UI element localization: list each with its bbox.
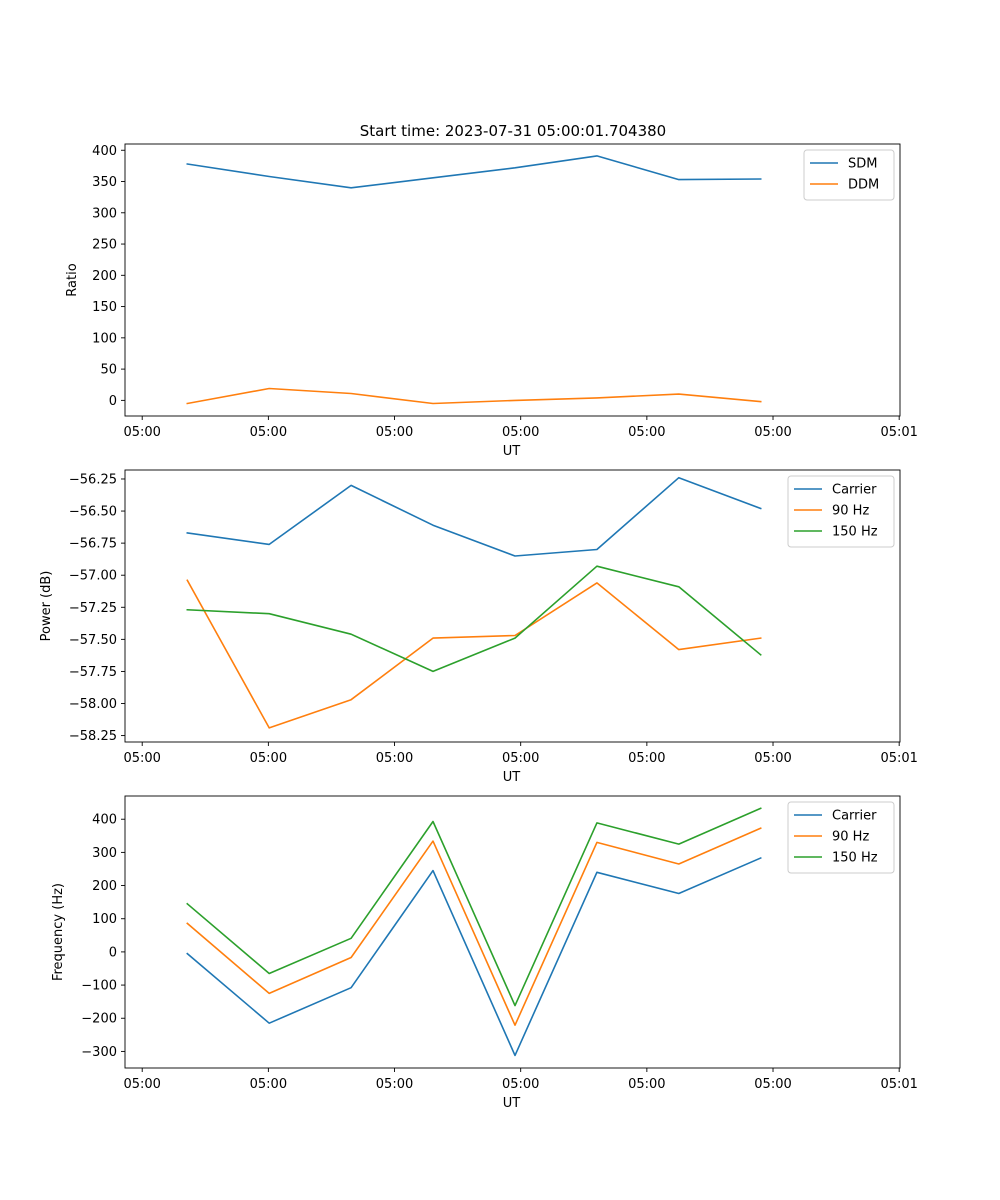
x-tick-label: 05:00 <box>754 425 791 440</box>
legend-label: Carrier <box>832 483 877 498</box>
y-tick-label: 200 <box>92 269 117 284</box>
series-line-150-hz <box>186 565 762 673</box>
legend-label: DDM <box>848 178 879 193</box>
x-tick-label: 05:00 <box>754 751 791 766</box>
y-tick-label: 100 <box>92 331 117 346</box>
x-axis-label: UT <box>503 770 521 785</box>
legend: Carrier 90 Hz 150 Hz <box>787 801 895 874</box>
plot-frame <box>124 469 901 743</box>
y-tick-label: 300 <box>92 846 117 861</box>
y-tick-label: 400 <box>92 144 117 159</box>
legend-label: 90 Hz <box>832 830 869 845</box>
x-tick-label: 05:00 <box>123 751 160 766</box>
series-line-carrier <box>186 856 762 1057</box>
plot-frame <box>124 795 901 1069</box>
legend-label: SDM <box>848 157 877 172</box>
legend-box <box>787 801 895 874</box>
x-tick-label: 05:00 <box>502 1077 539 1092</box>
x-tick-label: 05:00 <box>754 1077 791 1092</box>
y-tick-label: −56.25 <box>69 472 117 487</box>
subplot-3: 05:00 05:00 05:00 05:00 05:00 05:00 05:01 −300 −… <box>51 795 918 1111</box>
x-tick-label: 05:00 <box>502 751 539 766</box>
y-axis-label: Power (dB) <box>39 571 54 642</box>
x-tick-label: 05:00 <box>628 1077 665 1092</box>
y-tick-label: −56.50 <box>69 505 117 520</box>
y-tick-label: −57.00 <box>69 569 117 584</box>
y-axis-label: Ratio <box>65 263 80 296</box>
x-tick-label: 05:00 <box>123 1077 160 1092</box>
x-tick-label: 05:00 <box>502 425 539 440</box>
x-axis-label: UT <box>503 444 521 459</box>
y-tick-label: 300 <box>92 206 117 221</box>
x-tick-label: 05:00 <box>376 1077 413 1092</box>
series-line-90-hz <box>186 827 762 1026</box>
y-tick-label: −100 <box>81 979 117 994</box>
x-tick-label: 05:00 <box>376 425 413 440</box>
y-tick-label: −57.25 <box>69 601 117 616</box>
x-axis-label: UT <box>503 1096 521 1111</box>
y-tick-label: −57.75 <box>69 665 117 680</box>
legend-label: 150 Hz <box>832 525 878 540</box>
legend: SDM DDM <box>803 149 895 201</box>
legend-box <box>787 475 895 548</box>
y-tick-label: 0 <box>109 394 117 409</box>
y-tick-label: 250 <box>92 238 117 253</box>
y-tick-label: 350 <box>92 175 117 190</box>
y-tick-label: 400 <box>92 813 117 828</box>
y-tick-label: −300 <box>81 1045 117 1060</box>
y-tick-label: 0 <box>109 945 117 960</box>
y-axis-label: Frequency (Hz) <box>51 883 66 981</box>
y-tick-label: 50 <box>100 363 117 378</box>
x-tick-label: 05:00 <box>250 425 287 440</box>
y-tick-label: 100 <box>92 912 117 927</box>
x-tick-label: 05:01 <box>880 425 917 440</box>
y-tick-label: −58.00 <box>69 697 117 712</box>
series-line-150-hz <box>186 807 762 1007</box>
series-line-carrier <box>186 476 762 557</box>
x-tick-label: 05:00 <box>123 425 160 440</box>
x-tick-label: 05:01 <box>880 751 917 766</box>
subplot-1: 05:00 05:00 05:00 05:00 05:00 05:00 05:01 0 50 10… <box>65 143 918 459</box>
y-tick-label: 150 <box>92 300 117 315</box>
x-tick-label: 05:01 <box>880 1077 917 1092</box>
y-tick-label: −200 <box>81 1012 117 1027</box>
chart-title: Start time: 2023-07-31 05:00:01.704380 <box>360 122 666 140</box>
legend: Carrier 90 Hz 150 Hz <box>787 475 895 548</box>
x-tick-label: 05:00 <box>376 751 413 766</box>
series-line-90-hz <box>186 579 762 729</box>
legend-label: 150 Hz <box>832 851 878 866</box>
subplot-2: 05:00 05:00 05:00 05:00 05:00 05:00 05:01 −58.2… <box>39 469 918 785</box>
legend-label: Carrier <box>832 809 877 824</box>
y-tick-label: −57.50 <box>69 633 117 648</box>
y-tick-label: −58.25 <box>69 729 117 744</box>
x-tick-label: 05:00 <box>628 751 665 766</box>
plot-frame <box>124 143 901 417</box>
x-tick-label: 05:00 <box>250 1077 287 1092</box>
series-line-sdm <box>186 155 762 189</box>
legend-label: 90 Hz <box>832 504 869 519</box>
x-tick-label: 05:00 <box>628 425 665 440</box>
x-tick-label: 05:00 <box>250 751 287 766</box>
y-tick-label: 200 <box>92 879 117 894</box>
series-line-ddm <box>186 387 762 405</box>
y-tick-label: −56.75 <box>69 537 117 552</box>
